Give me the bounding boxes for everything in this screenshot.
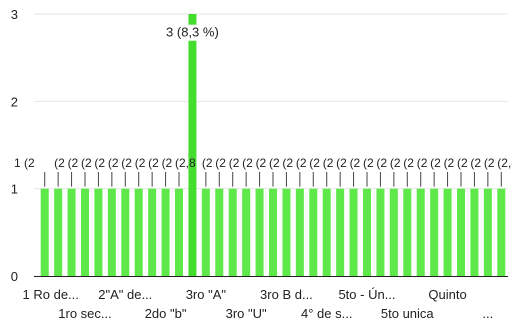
bar [497,188,506,276]
bar [40,188,49,276]
y-tick-label: 2 [11,94,18,109]
data-label: (2 [94,156,105,170]
x-tick-label: 3ro "U" [226,306,267,321]
data-label: (2 [68,156,79,170]
bar [295,188,304,276]
bar [121,188,130,276]
data-label: (2 [470,156,481,170]
y-axis-ticks: 0 1 2 3 [11,7,18,284]
data-label: (2,8 [497,156,512,170]
bar [376,188,385,276]
highlight-label-bg [159,24,226,41]
data-label: (2 [403,156,414,170]
x-tick-label: ... [482,306,493,321]
bar [470,188,479,276]
bar [282,188,291,276]
bar [269,188,277,276]
data-label: 1 (2 [14,156,35,170]
bar [81,188,89,276]
bar [228,188,237,276]
y-tick-label: 0 [11,269,18,284]
x-tick-label: 1ro sec... [58,306,111,321]
data-label: (2 [202,156,213,170]
data-label: (2 [81,156,92,170]
bar [322,188,331,276]
bar [242,188,251,276]
data-label: (2 [282,156,293,170]
highlight-data-label: 3 (8,3 %) [166,25,219,40]
data-label: (2 [135,156,146,170]
data-label: (2 [242,156,253,170]
bar [107,188,116,276]
data-label: (2 [108,156,119,170]
bar [175,188,183,276]
x-tick-label: 3ro "A" [186,287,227,302]
bar [161,188,170,276]
bar [443,188,452,276]
data-label: (2 [417,156,428,170]
data-label: (2 [484,156,495,170]
x-axis-ticks: 1 Ro de... 1ro sec... 2"A" de... 2do "b" 3ro… [23,287,494,321]
bars [40,14,506,276]
data-label: (2 [376,156,387,170]
label-leader-lines [44,172,502,187]
data-label: (2 [162,156,173,170]
data-label: (2 [444,156,455,170]
data-label: (2 [457,156,468,170]
bar [188,14,197,276]
bar [349,188,358,276]
x-tick-label: 5to unica [381,306,435,321]
bar [430,188,439,276]
bar [255,188,264,276]
data-label: (2 [269,156,280,170]
bar [201,188,210,276]
x-tick-label: 5to - Ún... [338,287,395,302]
bar [134,188,143,276]
x-tick-label: 4° de s... [301,306,352,321]
bar [336,188,345,276]
bar [67,188,76,276]
data-label: (2 [363,156,374,170]
bar [389,188,398,276]
y-tick-label: 3 [11,7,18,22]
data-label: (2 [296,156,307,170]
bar [94,188,103,276]
bar [483,188,492,276]
data-label: (2 [121,156,132,170]
data-label: (2,8 [175,156,196,170]
x-tick-label: 3ro B d... [260,287,313,302]
data-label: (2 [309,156,320,170]
data-label: (2 [336,156,347,170]
bar [309,188,318,276]
data-label: (2 [229,156,240,170]
data-label: (2 [390,156,401,170]
bar [457,188,465,276]
data-label: (2 [148,156,159,170]
data-label: (2 [430,156,441,170]
bar [54,188,63,276]
data-label: (2 [256,156,267,170]
bar [403,188,412,276]
data-label: (2 [323,156,334,170]
bar [416,188,425,276]
x-tick-label: 2do "b" [145,306,187,321]
data-labels: 1 (2 (2 (2 (2 (2 (2 (2 (2 (2 (2 (2,83 (8,3 %)(2 (2(… [14,25,512,170]
x-tick-label: 2"A" de... [98,287,152,302]
bar [148,188,157,276]
data-label: (2 [54,156,65,170]
y-tick-label: 1 [11,182,18,197]
bar [215,188,224,276]
x-tick-label: 1 Ro de... [23,287,79,302]
bar [363,188,371,276]
x-tick-label: Quinto [428,287,466,302]
data-label: (2 [350,156,361,170]
data-label: (2 [215,156,226,170]
